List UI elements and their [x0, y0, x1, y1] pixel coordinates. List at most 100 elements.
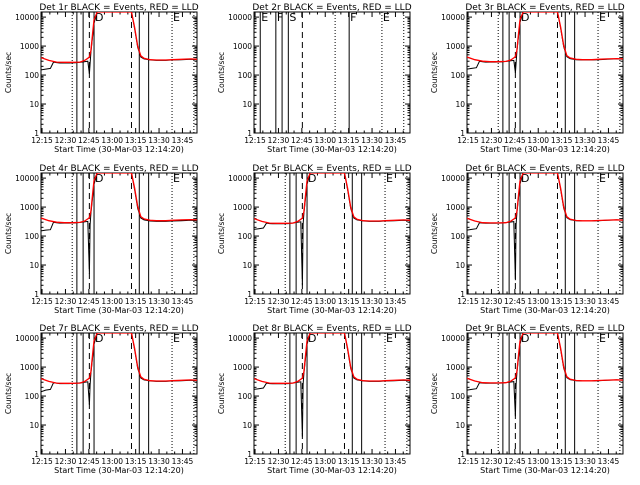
plot-frame [253, 11, 411, 134]
x-axis-label: Start Time (30-Mar-03 12:14:20) [480, 145, 610, 154]
x-tick-label: 13:45 [598, 136, 620, 145]
panel-title: Det 7r BLACK = Events, RED = LLD [39, 324, 198, 334]
events-series-line [254, 333, 410, 437]
x-tick-label: 13:00 [527, 297, 549, 306]
event-marker-label: F [350, 11, 356, 24]
x-tick-label: 13:30 [148, 297, 170, 306]
detector-panel-7: Det 7r BLACK = Events, RED = LLD 1 10 100 10… [4, 324, 199, 475]
y-tick-label: 10000 [441, 334, 465, 343]
x-axis-label: Start Time (30-Mar-03 12:14:20) [54, 145, 184, 154]
event-marker-label: E [599, 332, 606, 345]
detector-panel-3: Det 3r BLACK = Events, RED = LLD 1 10 100 10… [430, 3, 625, 154]
event-marker-label: E [261, 11, 268, 24]
x-axis-label: Start Time (30-Mar-03 12:14:20) [267, 145, 397, 154]
detector-panel-8: Det 8r BLACK = Events, RED = LLD 1 10 100 10… [217, 324, 412, 475]
detector-panel-9: Det 9r BLACK = Events, RED = LLD 1 10 100 10… [430, 324, 625, 475]
x-tick-label: 13:15 [125, 457, 147, 466]
y-tick-label: 1000 [233, 363, 252, 372]
y-tick-label: 10 [455, 100, 465, 109]
y-tick-label: 1 [460, 290, 465, 299]
y-tick-label: 1000 [446, 363, 465, 372]
x-tick-label: 12:45 [504, 457, 526, 466]
x-tick-label: 12:30 [481, 297, 503, 306]
lld-series-line [41, 12, 197, 63]
event-marker-label: E [383, 11, 390, 24]
x-axis-label: Start Time (30-Mar-03 12:14:20) [480, 306, 610, 315]
x-tick-label: 12:15 [457, 136, 479, 145]
panel-title: Det 5r BLACK = Events, RED = LLD [252, 164, 411, 174]
x-tick-label: 12:45 [291, 297, 313, 306]
x-tick-label: 12:30 [55, 136, 77, 145]
plot-frame [253, 172, 411, 295]
x-tick-label: 12:45 [291, 136, 313, 145]
y-tick-label: 10000 [228, 13, 252, 22]
x-tick-label: 13:30 [574, 457, 596, 466]
x-tick-label: 12:15 [457, 457, 479, 466]
events-series-line [254, 173, 410, 286]
y-tick-label: 1000 [446, 203, 465, 212]
x-tick-label: 12:30 [481, 136, 503, 145]
y-tick-label: 10 [242, 100, 252, 109]
x-tick-label: 13:45 [385, 136, 407, 145]
x-tick-label: 13:00 [101, 136, 123, 145]
y-tick-label: 10000 [228, 174, 252, 183]
panel-title: Det 9r BLACK = Events, RED = LLD [465, 324, 624, 334]
x-tick-label: 12:30 [55, 297, 77, 306]
x-tick-label: 13:45 [385, 297, 407, 306]
x-tick-label: 12:30 [55, 457, 77, 466]
event-marker-label: D [521, 172, 529, 185]
x-tick-label: 13:00 [314, 136, 336, 145]
y-tick-label: 100 [238, 232, 253, 241]
x-tick-label: 13:45 [598, 297, 620, 306]
detector-panel-4: Det 4r BLACK = Events, RED = LLD 1 10 100 10… [4, 164, 199, 315]
x-tick-label: 13:00 [101, 457, 123, 466]
x-tick-label: 12:45 [78, 136, 100, 145]
event-marker-label: E [173, 11, 180, 24]
event-marker-label: D [95, 332, 103, 345]
x-tick-label: 13:45 [172, 297, 194, 306]
plot-frame [466, 332, 624, 455]
y-tick-label: 10000 [441, 13, 465, 22]
event-marker-label: E [173, 172, 180, 185]
y-tick-label: 10 [29, 261, 39, 270]
x-tick-label: 12:15 [244, 297, 266, 306]
x-tick-label: 12:45 [504, 297, 526, 306]
panel-title: Det 8r BLACK = Events, RED = LLD [252, 324, 411, 334]
x-tick-label: 13:45 [172, 136, 194, 145]
y-tick-label: 100 [451, 71, 466, 80]
y-tick-label: 10000 [441, 174, 465, 183]
plot-frame [253, 332, 411, 455]
event-marker-label: D [521, 11, 529, 24]
y-axis-label: Counts/sec [430, 213, 439, 254]
y-axis-label: Counts/sec [4, 373, 13, 414]
y-tick-label: 100 [25, 392, 40, 401]
lld-series-line [467, 12, 623, 63]
plot-frame [466, 172, 624, 295]
y-tick-label: 1 [460, 450, 465, 459]
x-tick-label: 12:15 [31, 136, 53, 145]
y-tick-label: 100 [451, 232, 466, 241]
y-tick-label: 1000 [20, 42, 39, 51]
x-tick-label: 12:30 [268, 136, 290, 145]
events-series-line [41, 173, 197, 274]
y-tick-label: 1000 [20, 363, 39, 372]
event-marker-label: D [521, 332, 529, 345]
x-tick-label: 13:15 [338, 457, 360, 466]
x-tick-label: 13:15 [551, 297, 573, 306]
panel-title: Det 2r BLACK = Events, RED = LLD [252, 3, 411, 13]
y-tick-label: 10 [455, 261, 465, 270]
detector-panel-5: Det 5r BLACK = Events, RED = LLD 1 10 100 10… [217, 164, 412, 315]
x-axis-label: Start Time (30-Mar-03 12:14:20) [54, 466, 184, 475]
y-axis-label: Counts/sec [217, 213, 226, 254]
x-tick-label: 13:15 [338, 297, 360, 306]
lld-series-line [254, 173, 410, 224]
detector-panel-6: Det 6r BLACK = Events, RED = LLD 1 10 100 10… [430, 164, 625, 315]
event-marker-label: D [95, 11, 103, 24]
y-tick-label: 10000 [15, 334, 39, 343]
y-tick-label: 100 [238, 392, 253, 401]
y-tick-label: 10000 [15, 13, 39, 22]
x-tick-label: 13:15 [551, 136, 573, 145]
y-tick-label: 1 [247, 129, 252, 138]
y-tick-label: 1000 [233, 203, 252, 212]
